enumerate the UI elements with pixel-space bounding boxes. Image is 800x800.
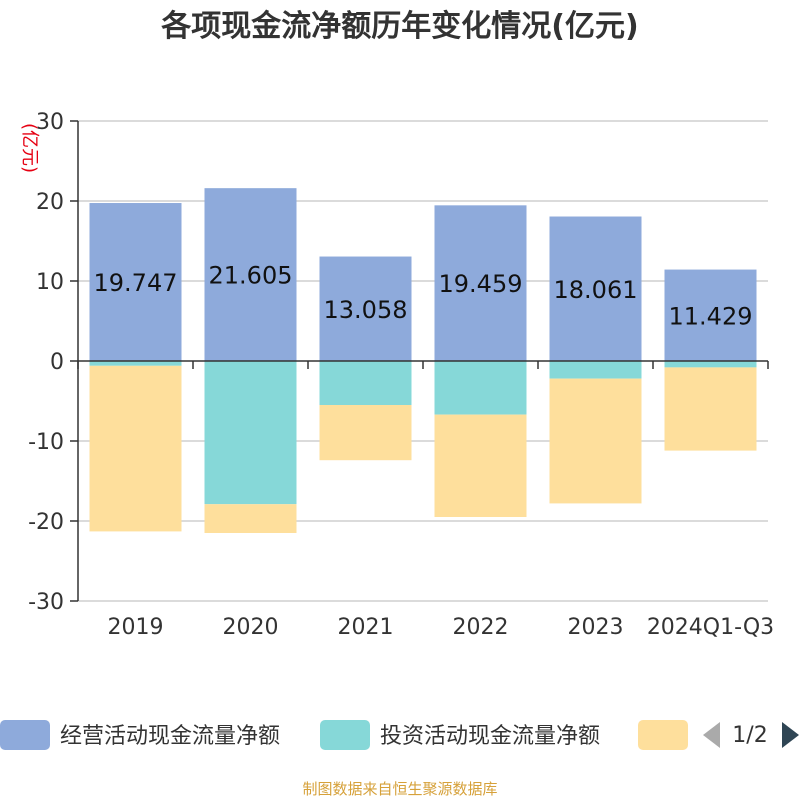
y-axis-unit-label: (亿元) [19,123,40,173]
bar-2-2021 [319,361,412,405]
bar-1-2020 [204,188,297,361]
axes: 30 20 10 0 -10 -20 -30 2019 2020 2021 2022 2023 2024… [28,110,774,640]
data-label: 13.058 [324,296,408,324]
y-tick-label: -10 [28,430,64,455]
x-tick-label: 2024Q1-Q3 [647,615,774,640]
bar-1-2021 [319,256,412,361]
x-tick-label: 2019 [108,615,164,640]
bar-3-2023 [549,378,642,504]
y-tick-label: -20 [28,510,64,535]
bar-1-2024Q1-Q3 [664,269,757,361]
bar-3-2020 [204,504,297,533]
data-label: 19.747 [94,269,178,297]
data-label: 11.429 [669,302,753,330]
y-tick-label: -30 [28,590,64,615]
bar-2-2023 [549,361,642,379]
data-labels: 19.747 21.605 13.058 19.459 18.061 11.429 [94,262,753,331]
x-tick-label: 2020 [223,615,279,640]
legend-item-1[interactable]: 经营活动现金流量净额 [0,720,280,750]
bar-1-2023 [549,216,642,361]
legend-page-indicator: 1/2 [732,723,767,748]
bar-2-2022 [434,361,527,415]
bar-2-2024Q1-Q3 [664,361,757,368]
bar-1-2022 [434,205,527,361]
bar-3-2024Q1-Q3 [664,367,757,451]
x-tick-label: 2022 [453,615,509,640]
legend-swatch [638,720,688,750]
bar-3-2019 [89,365,182,532]
legend-prev-icon[interactable] [703,722,720,748]
bar-2-2019 [89,361,182,366]
bar-3-2022 [434,414,527,517]
source-note: 制图数据来自恒生聚源数据库 [302,780,497,798]
data-label: 18.061 [554,276,638,304]
y-tick-label: 0 [50,350,64,375]
legend-item-3[interactable] [638,720,688,750]
bar-3-2021 [319,405,412,461]
legend-swatch [0,720,50,750]
gridlines [78,120,768,602]
legend-item-2[interactable]: 投资活动现金流量净额 [320,720,600,750]
legend-label: 投资活动现金流量净额 [380,724,600,749]
y-tick-label: 30 [36,110,64,135]
y-tick-label: 10 [36,270,64,295]
data-label: 21.605 [209,262,293,290]
legend-pager[interactable]: 1/2 [703,722,799,748]
x-tick-label: 2021 [338,615,394,640]
legend-next-icon[interactable] [782,722,799,748]
legend[interactable]: 经营活动现金流量净额 投资活动现金流量净额 [0,720,688,750]
y-tick-label: 20 [36,190,64,215]
bar-series [89,188,757,533]
legend-swatch [320,720,370,750]
chart-title: 各项现金流净额历年变化情况(亿元) [160,9,638,44]
legend-label: 经营活动现金流量净额 [60,724,280,749]
bar-2-2020 [204,361,297,505]
x-tick-label: 2023 [568,615,624,640]
data-label: 19.459 [439,270,523,298]
bar-1-2019 [89,203,182,361]
